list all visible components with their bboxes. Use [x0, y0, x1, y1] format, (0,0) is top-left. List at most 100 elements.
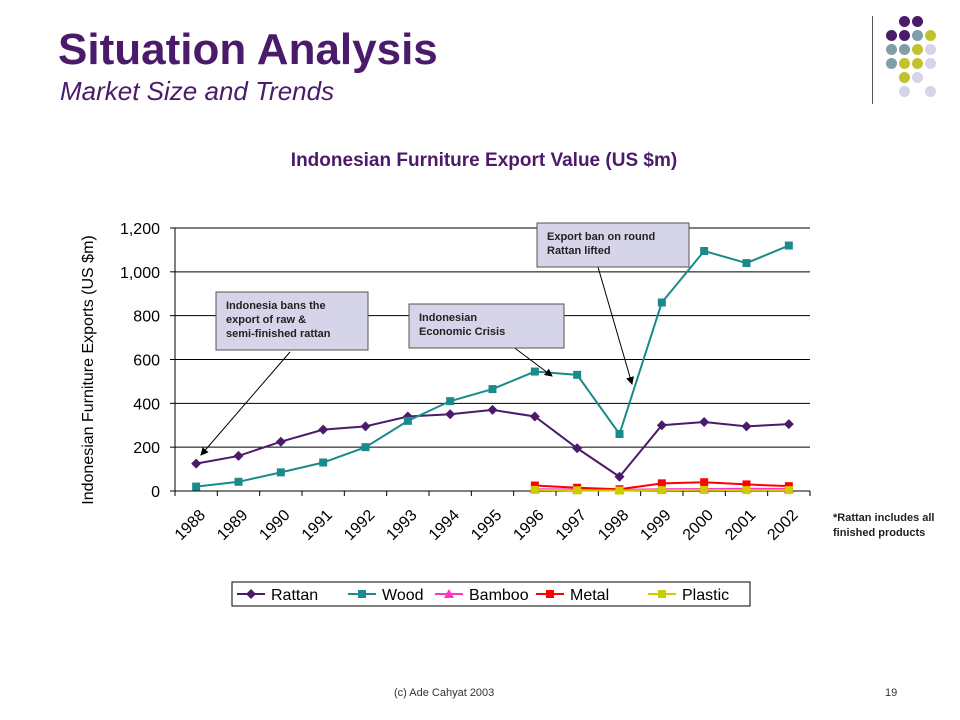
y-tick-label: 200: [133, 440, 160, 457]
x-tick-label: 1992: [341, 507, 378, 544]
data-point-rattan: [445, 409, 456, 420]
data-point-wood: [361, 443, 370, 452]
decorative-dot: [912, 72, 923, 83]
data-point-plastic: [615, 486, 624, 495]
data-point-wood: [657, 298, 666, 307]
annotation-arrow: [597, 266, 634, 385]
x-tick-label: 1991: [299, 507, 336, 544]
data-point-wood: [700, 247, 709, 256]
decorative-dot: [899, 58, 910, 69]
decorative-dot: [899, 16, 910, 27]
data-point-metal: [700, 478, 709, 487]
decorative-divider: [872, 16, 873, 104]
legend-label: Bamboo: [469, 587, 529, 604]
legend-marker: [444, 589, 454, 598]
data-point-wood: [742, 259, 751, 268]
decorative-dot: [886, 30, 897, 41]
decorative-dot: [886, 44, 897, 55]
data-point-wood: [784, 241, 793, 250]
data-point-wood: [276, 468, 285, 477]
x-tick-label: 1994: [426, 507, 463, 544]
annotation-box: [536, 222, 690, 268]
decorative-dot: [912, 58, 923, 69]
y-tick-label: 600: [133, 353, 160, 370]
decorative-dot: [925, 58, 936, 69]
annotation-text: export of raw &: [226, 314, 306, 326]
data-point-rattan: [191, 458, 202, 469]
slide-subtitle: Market Size and Trends: [60, 76, 335, 106]
decorative-dot: [912, 16, 923, 27]
x-tick-label: 1993: [383, 507, 420, 544]
decorative-dot: [925, 86, 936, 97]
legend-label: Rattan: [271, 587, 318, 604]
annotation-box: [408, 303, 565, 349]
data-point-plastic: [700, 485, 709, 494]
decorative-dot: [925, 30, 936, 41]
annotation-text: Rattan lifted: [547, 245, 611, 257]
chart-title: Indonesian Furniture Export Value (US $m…: [291, 150, 677, 171]
y-tick-label: 1,200: [120, 221, 160, 238]
footer-credit: (c) Ade Cahyat 2003: [394, 687, 495, 699]
y-tick-label: 400: [133, 396, 160, 413]
decorative-dot: [886, 58, 897, 69]
data-point-plastic: [784, 486, 793, 495]
data-point-wood: [615, 430, 624, 439]
x-tick-label: 1989: [214, 507, 251, 544]
data-point-rattan: [318, 424, 329, 435]
decorative-dot: [912, 30, 923, 41]
annotation-text: semi-finished rattan: [226, 328, 331, 340]
x-tick-label: 2002: [764, 507, 801, 544]
legend-marker: [246, 589, 256, 599]
legend-label: Metal: [570, 587, 609, 604]
data-point-rattan: [656, 420, 667, 431]
decorative-dot: [899, 44, 910, 55]
annotation-text: Indonesian: [419, 312, 477, 324]
annotation-arrow: [200, 351, 291, 456]
slide-title: Situation Analysis: [58, 25, 438, 74]
x-tick-label: 1999: [637, 507, 674, 544]
x-tick-label: 1995: [468, 507, 505, 544]
data-point-metal: [657, 479, 666, 488]
annotation-text: Export ban on round: [547, 231, 655, 243]
x-tick-label: 1998: [595, 507, 632, 544]
x-tick-label: 1997: [553, 507, 590, 544]
legend-marker: [658, 590, 666, 598]
data-point-rattan: [741, 421, 752, 432]
rattan-footnote: *Rattan includes all finished products: [833, 512, 935, 539]
data-point-wood: [234, 477, 243, 486]
decorative-dot: [899, 72, 910, 83]
data-point-plastic: [573, 486, 582, 495]
data-point-plastic: [657, 486, 666, 495]
legend-marker: [546, 590, 554, 598]
y-tick-label: 800: [133, 309, 160, 326]
data-point-rattan: [487, 404, 498, 415]
legend-label: Plastic: [682, 587, 729, 604]
data-point-rattan: [572, 443, 583, 454]
data-point-wood: [573, 370, 582, 379]
series-line-rattan: [195, 408, 789, 479]
annotation-text: Indonesia bans the: [226, 300, 326, 312]
data-point-rattan: [275, 436, 286, 447]
annotation-arrow: [511, 345, 553, 377]
data-point-metal: [530, 481, 539, 490]
decorative-dot: [899, 30, 910, 41]
data-point-wood: [446, 397, 455, 406]
legend-label: Wood: [382, 587, 424, 604]
y-axis-label: Indonesian Furniture Exports (US $m): [80, 235, 97, 504]
decorative-dot: [899, 86, 910, 97]
data-point-wood: [319, 458, 328, 467]
y-tick-label: 0: [151, 484, 160, 501]
data-point-rattan: [699, 416, 710, 427]
x-tick-label: 2000: [680, 507, 717, 544]
data-point-rattan: [783, 419, 794, 430]
x-tick-label: 1990: [256, 507, 293, 544]
data-point-wood: [530, 367, 539, 376]
series-line-wood: [196, 244, 790, 488]
data-point-wood: [488, 385, 497, 394]
data-point-rattan: [529, 411, 540, 422]
data-point-rattan: [360, 421, 371, 432]
decorative-dot: [912, 44, 923, 55]
data-point-rattan: [233, 450, 244, 461]
decorative-dot: [925, 44, 936, 55]
